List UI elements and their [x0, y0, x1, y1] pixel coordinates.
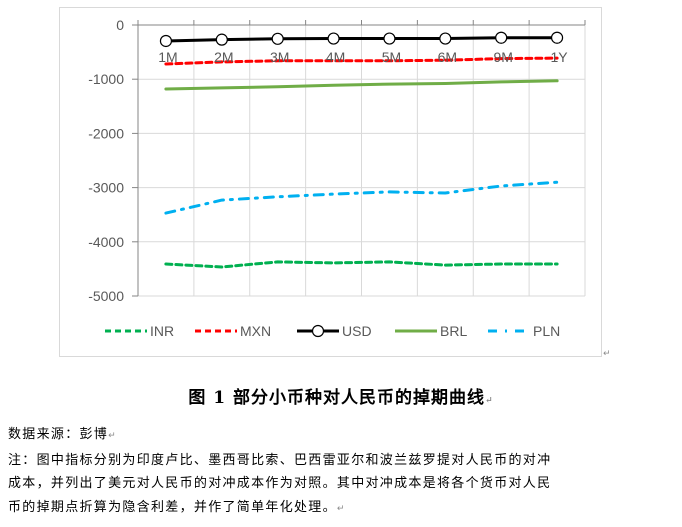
note-line-3: 币的掉期点折算为隐含利差，并作了简单年化处理。↵ [8, 499, 346, 515]
x-tick-label: 5M [382, 49, 401, 65]
usd-marker [383, 32, 396, 45]
note-line-1: 注：图中指标分别为印度卢比、墨西哥比索、巴西雷亚尔和波兰兹罗提对人民币的对冲 [8, 452, 552, 468]
usd-marker [550, 31, 564, 44]
usd-marker [495, 31, 508, 44]
legend-item-mxn: MXN [195, 323, 271, 339]
x-tick-label: 1M [158, 49, 177, 65]
series-line-usd [164, 36, 559, 43]
note-line-2: 成本，并列出了美元对人民币的对冲成本作为对照。其中对冲成本是将各个货币对人民 [8, 476, 552, 491]
chart-frame [59, 7, 602, 357]
x-tick-label: 2M [214, 49, 233, 65]
y-tick-label: -3000 [88, 180, 124, 196]
legend-label: USD [342, 323, 372, 339]
y-tick-label: -2000 [88, 125, 124, 141]
y-tick-label: -1000 [88, 71, 124, 87]
legend-label: MXN [240, 323, 271, 339]
legend-item-brl: BRL [395, 323, 467, 339]
legend-marker-icon [311, 324, 325, 338]
usd-marker [159, 34, 173, 48]
y-tick-label: 0 [116, 17, 124, 33]
x-tick-label: 6M [438, 49, 457, 65]
usd-marker [215, 33, 228, 46]
legend-label: INR [150, 323, 174, 339]
y-tick-label: -4000 [88, 234, 124, 250]
chart-legend: INR MXN USD BRL PLN [105, 323, 560, 339]
series-line-brl [164, 79, 559, 91]
figure-caption: 图 1 部分小币种对人民币的掉期曲线↵ [0, 383, 682, 408]
legend-label: PLN [533, 323, 560, 339]
legend-label: BRL [440, 323, 467, 339]
x-tick-label: 9M [493, 49, 512, 65]
chart-gridlines [138, 24, 586, 297]
swap-curve-chart: 0 -1000 -2000 -3000 -4000 -5000 1M 2M 3M 4M 5M 6M 9… [88, 17, 586, 339]
x-axis-labels: 1M 2M 3M 4M 5M 6M 9M 1Y [158, 49, 568, 65]
figure-notes: 数据来源：彭博↵ 注：图中指标分别为印度卢比、墨西哥比索、巴西雷亚尔和波兰兹罗提… [8, 423, 678, 521]
usd-marker [327, 32, 340, 45]
paragraph-mark: ↵ [603, 349, 611, 359]
x-tick-label: 1Y [551, 49, 569, 65]
figure-caption-text: 图 1 部分小币种对人民币的掉期曲线 [188, 388, 486, 408]
paragraph-mark: ↵ [485, 396, 494, 406]
chart-axes: 0 -1000 -2000 -3000 -4000 -5000 [88, 17, 586, 304]
x-tick-label: 3M [270, 49, 289, 65]
data-source-line: 数据来源：彭博↵ [8, 427, 117, 442]
legend-item-pln: PLN [488, 323, 560, 339]
x-tick-label: 4M [326, 49, 345, 65]
usd-marker [439, 32, 452, 45]
series-line-pln [164, 180, 559, 215]
usd-marker [271, 32, 284, 45]
legend-item-inr: INR [105, 323, 174, 339]
series-line-mxn [164, 56, 559, 66]
y-tick-label: -5000 [88, 288, 124, 304]
chart-series [159, 31, 564, 269]
legend-item-usd: USD [297, 323, 372, 339]
series-line-inr [164, 260, 559, 269]
